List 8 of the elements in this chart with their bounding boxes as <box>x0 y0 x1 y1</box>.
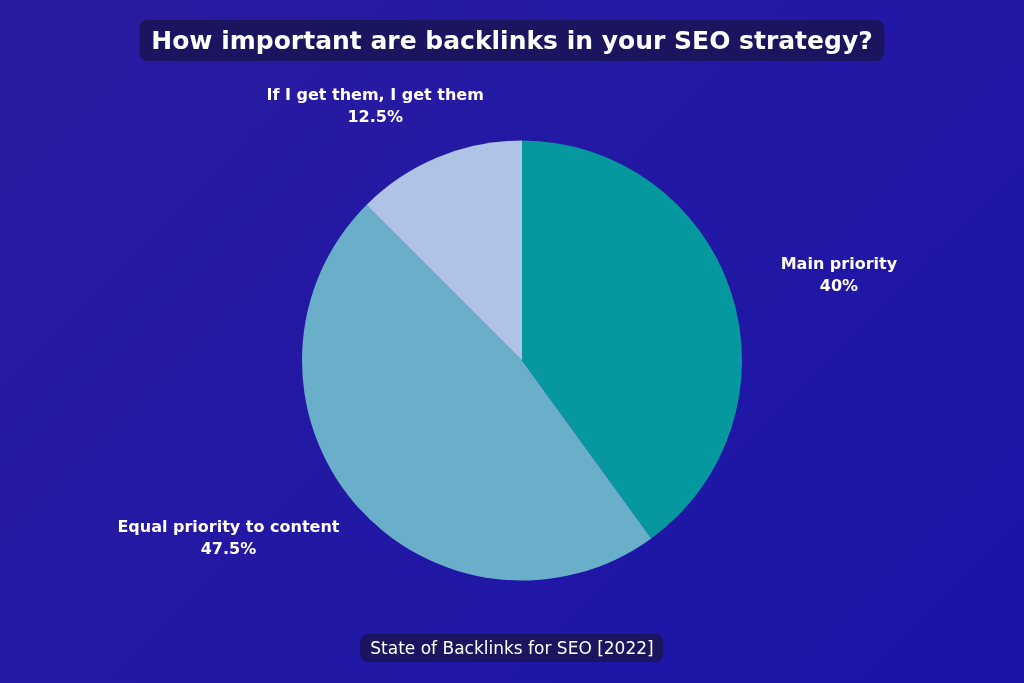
data-label: 12.5% <box>347 106 403 126</box>
slice-label: If I get them, I get them <box>266 84 484 104</box>
data-label: 40% <box>819 275 859 295</box>
chart-title: How important are backlinks in your SEO strategy? <box>139 20 885 61</box>
slice-label: Main priority <box>780 253 898 273</box>
slice-label: Equal priority to content <box>117 517 340 537</box>
data-label: 47.5% <box>200 539 257 559</box>
text: State of Backlinks for SEO [2022] <box>360 634 664 662</box>
